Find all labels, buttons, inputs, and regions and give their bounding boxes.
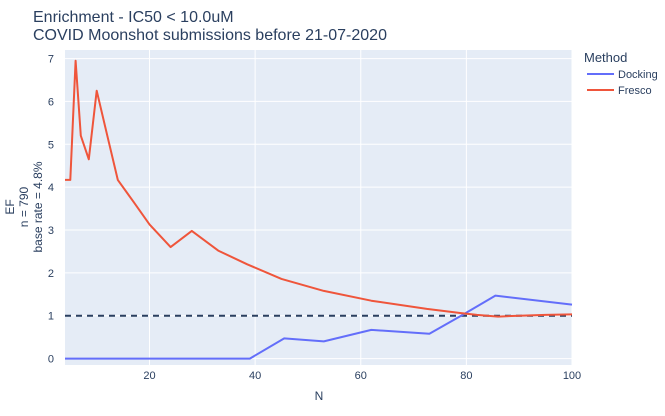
chart-title: Enrichment - IC50 < 10.0uM (33, 9, 234, 26)
y-tick-4: 4 (48, 182, 54, 194)
x-tick-40: 40 (249, 370, 261, 382)
y-axis-title-line-1: EF (3, 199, 17, 214)
x-tick-60: 60 (355, 370, 367, 382)
legend-title: Method (584, 50, 627, 65)
x-tick-100: 100 (563, 370, 581, 382)
legend-label-fresco: Fresco (618, 85, 652, 97)
x-tick-labels: 20 40 60 80 100 (143, 370, 581, 382)
y-tick-2: 2 (48, 268, 54, 280)
legend-item-fresco[interactable]: Fresco (587, 85, 652, 97)
chart-subtitle: COVID Moonshot submissions before 21-07-… (33, 27, 387, 44)
y-axis-title: EF n = 790 base rate = 4.8% (3, 161, 45, 252)
y-tick-7: 7 (48, 54, 54, 66)
series-line-docking[interactable] (65, 294, 573, 360)
legend-label-docking: Docking (618, 69, 658, 81)
y-tick-5: 5 (48, 139, 54, 151)
x-axis-title: N (315, 389, 324, 403)
y-tick-1: 1 (48, 311, 54, 323)
y-tick-0: 0 (48, 354, 54, 366)
plot-background (65, 50, 572, 365)
series-line-fresco[interactable] (65, 59, 573, 318)
y-axis-title-line-3: base rate = 4.8% (31, 161, 45, 252)
y-tick-3: 3 (48, 225, 54, 237)
legend-item-docking[interactable]: Docking (587, 69, 658, 81)
y-axis-title-line-2: n = 790 (17, 186, 31, 227)
x-tick-80: 80 (460, 370, 472, 382)
x-tick-20: 20 (143, 370, 155, 382)
y-tick-6: 6 (48, 96, 54, 108)
series-lines[interactable] (65, 59, 573, 360)
y-tick-labels: 0 1 2 3 4 5 6 7 (48, 54, 54, 366)
legend[interactable]: Method Docking Fresco (584, 50, 658, 97)
